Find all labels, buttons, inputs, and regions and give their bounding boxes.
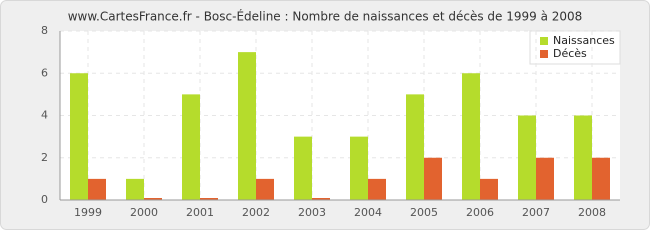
legend-swatch: [540, 50, 548, 58]
bar: [144, 198, 162, 200]
bar: [462, 73, 480, 200]
y-tick-label: 6: [41, 66, 48, 79]
legend-box: [529, 30, 621, 65]
x-tick-label: 2003: [298, 206, 326, 219]
bar: [294, 136, 312, 200]
bar: [536, 157, 554, 200]
bar: [368, 178, 386, 200]
legend-label: Naissances: [553, 34, 615, 47]
bar: [312, 198, 330, 200]
page: www.CartesFrance.fr - Bosc-Édeline : Nom…: [0, 0, 650, 230]
bar: [350, 136, 368, 200]
x-tick-label: 2001: [186, 206, 214, 219]
x-tick-label: 2006: [466, 206, 494, 219]
chart: www.CartesFrance.fr - Bosc-Édeline : Nom…: [0, 0, 650, 230]
bar: [424, 157, 442, 200]
bar: [126, 178, 144, 200]
bar: [70, 73, 88, 200]
legend-swatch: [540, 37, 548, 45]
x-tick-label: 2005: [410, 206, 438, 219]
bar: [518, 115, 536, 200]
legend-label: Décès: [553, 47, 587, 60]
x-tick-label: 1999: [74, 206, 102, 219]
y-tick-label: 8: [41, 24, 48, 37]
y-tick-label: 0: [41, 193, 48, 206]
x-tick-label: 2002: [242, 206, 270, 219]
bar: [256, 178, 274, 200]
bar: [238, 52, 256, 200]
bar: [574, 115, 592, 200]
x-tick-label: 2004: [354, 206, 382, 219]
x-tick-label: 2008: [578, 206, 606, 219]
x-tick-label: 2007: [522, 206, 550, 219]
chart-title: www.CartesFrance.fr - Bosc-Édeline : Nom…: [68, 9, 583, 24]
y-tick-label: 2: [41, 151, 48, 164]
x-tick-label: 2000: [130, 206, 158, 219]
y-tick-label: 4: [41, 109, 48, 122]
bar: [182, 94, 200, 200]
bar: [406, 94, 424, 200]
bar: [200, 198, 218, 200]
bar: [88, 178, 106, 200]
bar: [592, 157, 610, 200]
bar: [480, 178, 498, 200]
